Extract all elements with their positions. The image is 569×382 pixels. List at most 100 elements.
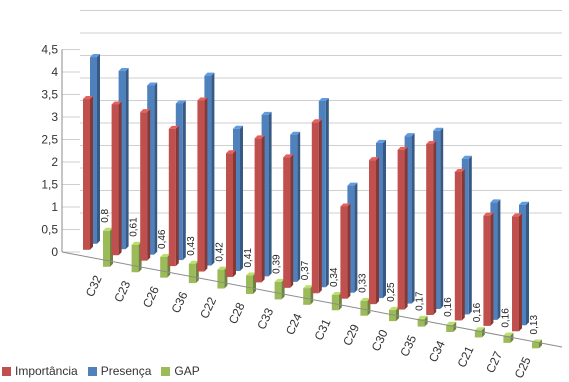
y-tick-label: 2,5 xyxy=(41,133,58,147)
x-tick-label: C27 xyxy=(483,349,505,375)
y-tick-label: 3 xyxy=(51,110,58,124)
legend-swatch-importancia xyxy=(2,366,11,376)
bar-gap xyxy=(274,278,285,300)
bar-presenca xyxy=(347,182,358,293)
gap-data-label: 0,41 xyxy=(243,248,254,268)
bar-presenca xyxy=(461,155,472,315)
bar-gap xyxy=(131,241,142,273)
x-tick-label: C24 xyxy=(283,311,305,337)
legend: Importância Presença GAP xyxy=(2,364,200,378)
gap-data-label: 0,46 xyxy=(157,229,168,249)
gap-data-label: 0,8 xyxy=(100,208,111,222)
bar-importancia xyxy=(168,125,179,267)
legend-item-gap: GAP xyxy=(161,364,200,378)
gap-data-label: 0,16 xyxy=(472,302,483,322)
bar-importancia xyxy=(226,150,236,277)
bar-presenca xyxy=(118,68,129,250)
y-tick-label: 0 xyxy=(51,245,58,259)
bar-presenca xyxy=(261,111,272,277)
legend-label-gap: GAP xyxy=(174,364,200,378)
x-tick-label: C36 xyxy=(169,289,191,315)
x-tick-label: C22 xyxy=(197,295,219,321)
legend-label-importancia: Importância xyxy=(15,364,78,378)
bar-importancia xyxy=(283,154,294,288)
bar-gap xyxy=(474,327,485,338)
gap-data-label: 0,37 xyxy=(300,260,311,280)
x-tick-label: C32 xyxy=(83,273,105,299)
legend-item-presenca: Presença xyxy=(87,364,151,378)
bar-gap xyxy=(303,285,314,305)
gap-data-label: 0,42 xyxy=(214,242,225,262)
x-tick-label: C25 xyxy=(512,354,534,380)
y-tick-label: 4 xyxy=(51,65,58,79)
bar-gap xyxy=(160,253,171,278)
bar-presenca xyxy=(318,97,329,288)
x-tick-label: C29 xyxy=(340,322,362,348)
x-axis-line xyxy=(61,251,563,348)
bar-presenca xyxy=(376,139,386,299)
x-tick-label: C33 xyxy=(254,305,276,331)
bar-importancia xyxy=(197,97,208,272)
bar-importancia xyxy=(111,101,122,256)
bars: 0,8 0,61 0,46 0,43 0,42 0,41 0,39 0,37 0,34 0,33 0… xyxy=(83,54,542,349)
bar-importancia xyxy=(483,212,494,326)
bar-importancia xyxy=(254,135,265,283)
y-tick-label: 1,5 xyxy=(41,178,58,192)
bar-presenca xyxy=(519,201,529,326)
x-tick-label: C28 xyxy=(226,300,248,326)
gap-data-label: 0,13 xyxy=(529,315,540,335)
x-tick-label: C34 xyxy=(426,338,448,364)
bar-gap xyxy=(217,266,228,289)
bar-gap xyxy=(389,306,399,322)
bar-presenca xyxy=(490,199,501,320)
x-tick-label: C23 xyxy=(111,278,133,304)
bar-presenca xyxy=(204,72,215,266)
bar-gap xyxy=(188,260,199,284)
bar-importancia xyxy=(83,96,93,250)
bar-presenca xyxy=(404,133,415,304)
bar-gap xyxy=(331,291,342,311)
gap-data-label: 0,16 xyxy=(500,308,511,328)
bar-importancia xyxy=(426,141,437,316)
gap-data-label: 0,16 xyxy=(443,297,454,317)
x-tick-label: C21 xyxy=(455,343,477,369)
x-tick-label: C26 xyxy=(140,284,162,310)
bar-presenca xyxy=(290,131,301,282)
gap-data-label: 0,39 xyxy=(272,254,283,274)
gap-data-label: 0,17 xyxy=(415,291,426,311)
bar-gap xyxy=(503,332,514,343)
legend-item-importancia: Importância xyxy=(2,364,78,378)
bar-presenca xyxy=(175,100,186,261)
bar-gap xyxy=(360,297,371,316)
y-tick-label: 0,5 xyxy=(41,223,58,237)
bar-presenca xyxy=(233,125,243,271)
bar-gap xyxy=(246,272,256,294)
gap-data-label: 0,25 xyxy=(386,282,397,302)
legend-swatch-gap xyxy=(161,366,171,376)
x-tick-label: C35 xyxy=(397,333,419,359)
bar-importancia xyxy=(140,109,151,261)
x-tick-label: C30 xyxy=(369,327,391,353)
gap-data-label: 0,61 xyxy=(129,217,140,237)
bar-importancia xyxy=(369,157,379,305)
bar-importancia xyxy=(311,119,322,294)
bar-gap xyxy=(532,339,542,349)
legend-swatch-presenca xyxy=(87,366,97,376)
y-tick-label: 4,5 xyxy=(41,43,58,57)
y-tick-label: 3,5 xyxy=(41,88,58,102)
gap-data-label: 0,34 xyxy=(329,267,340,287)
bar-presenca xyxy=(147,82,158,255)
bar-importancia xyxy=(454,168,465,321)
bar-importancia xyxy=(340,203,351,299)
gap-data-label: 0,33 xyxy=(357,273,368,293)
bar-importancia xyxy=(397,146,408,310)
bar-presenca xyxy=(433,127,444,310)
bar-presenca xyxy=(90,54,100,244)
y-tick-label: 2 xyxy=(51,155,58,169)
x-tick-label: C31 xyxy=(312,316,334,342)
y-axis: 0 0,5 1 1,5 2 2,5 3 3,5 4 4,5 xyxy=(41,43,63,259)
bar-importancia xyxy=(512,213,522,332)
gap-data-label: 0,43 xyxy=(186,236,197,256)
y-tick-label: 1 xyxy=(51,200,58,214)
